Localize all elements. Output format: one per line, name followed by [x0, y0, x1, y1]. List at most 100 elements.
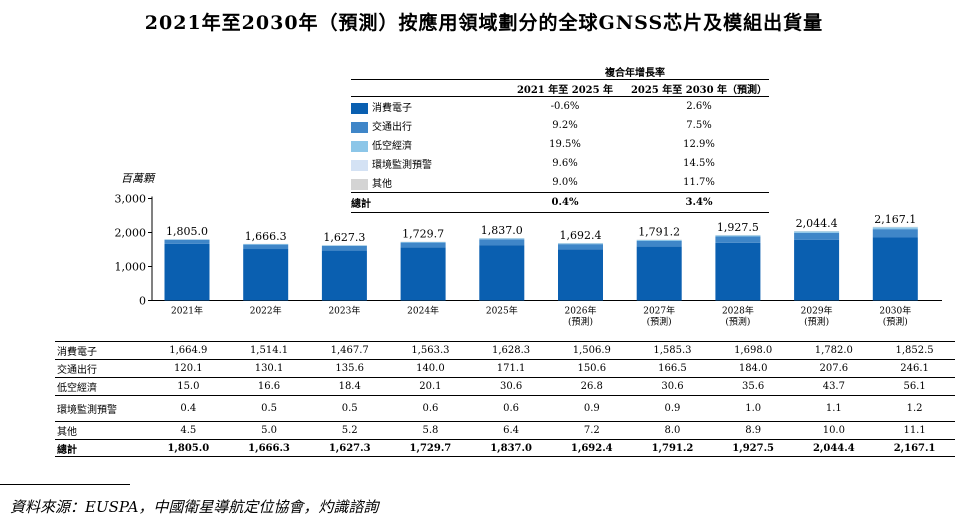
data-table: 消費電子 1,664.9 1,514.1 1,467.7 1,563.3 1,628.3 1… [55, 341, 955, 457]
x-tick-label: 2025年 [486, 305, 518, 317]
cagr-value: 7.5% [686, 120, 712, 131]
bar-segment [636, 239, 682, 241]
data-table-cell: 0.5 [309, 395, 391, 422]
cagr-row: 低空經濟 19.5% 12.9% [351, 135, 769, 154]
data-table-cell: 1,692.4 [551, 439, 633, 457]
bar-segment [479, 238, 525, 240]
data-table-cell: 1,664.9 [148, 341, 229, 360]
bar-total-label: 1,666.3 [245, 230, 287, 243]
data-table-cell: 120.1 [148, 359, 229, 378]
cagr-row-label: 環境監測預警 [372, 160, 432, 171]
data-table-cell: 26.8 [551, 377, 633, 396]
cagr-value: 9.0% [552, 177, 578, 188]
bar-segment [636, 240, 682, 247]
x-tick-sublabel: (預測) [804, 316, 829, 328]
bar-segment [243, 244, 289, 245]
cagr-value: 9.2% [552, 120, 578, 131]
data-table-cell: 1,506.9 [551, 341, 633, 360]
data-table-cell: 1,628.3 [470, 341, 552, 360]
bar-segment [558, 244, 603, 250]
legend-swatch [351, 179, 368, 190]
bar-total-label: 1,837.0 [481, 224, 523, 237]
data-table-cell: 184.0 [712, 359, 794, 378]
bar-total-label: 1,729.7 [402, 228, 444, 241]
y-tick-label: 3,000 [115, 193, 147, 206]
y-axis-unit: 百萬顆 [121, 172, 154, 185]
stacked-bar-chart: 3,000 2,000 1,000 0 1,805.0 2021年 1,666.3 2022年… [115, 193, 942, 328]
data-table-row: 低空經濟 15.0 16.6 18.4 20.1 30.6 26.8 30.6 35.6 43.7… [55, 377, 955, 396]
cagr-value: 12.9% [683, 139, 715, 150]
data-table-cell: 56.1 [874, 377, 955, 396]
cagr-row: 消費電子 -0.6% 2.6% [351, 97, 769, 117]
data-table-cell: 15.0 [148, 377, 229, 396]
x-tick-label: 2028年 [722, 305, 754, 317]
cagr-total-row: 總計 0.4% 3.4% [351, 192, 769, 213]
data-table-cell: 11.1 [874, 421, 955, 440]
data-table-row: 其他 4.5 5.0 5.2 5.8 6.4 7.2 8.0 8.9 10.0 11.1 [55, 421, 955, 440]
data-table-cell: 0.9 [632, 395, 713, 422]
bar-total-label: 1,927.5 [717, 221, 759, 234]
y-tick-label: 0 [139, 295, 146, 308]
data-table-cell: 1,698.0 [712, 341, 794, 360]
bar-segment [243, 249, 289, 301]
x-tick-label: 2027年 [643, 305, 675, 317]
data-table-cell: 2,167.1 [874, 439, 955, 457]
chart-title: 2021年至2030年（預測）按應用領域劃分的全球GNSS芯片及模組出貨量 [144, 12, 824, 34]
bar-segment [715, 242, 761, 301]
data-table-cell: 30.6 [470, 377, 552, 396]
cagr-value: 2.6% [686, 101, 712, 112]
data-table-cell: 166.5 [632, 359, 713, 378]
data-table-row: 環境監測預警 0.4 0.5 0.5 0.6 0.6 0.9 0.9 1.0 1.1 1.2 [55, 395, 955, 422]
data-table-cell: 130.1 [228, 359, 310, 378]
data-table-cell: 1.0 [712, 395, 794, 422]
bar-segment [321, 250, 367, 301]
bar-total-label: 1,805.0 [166, 225, 208, 238]
data-table-cell: 1,729.7 [390, 439, 471, 457]
data-table-cell: 1,837.0 [470, 439, 552, 457]
x-tick-label: 2030年 [879, 305, 911, 317]
data-table-row-label: 消費電子 [55, 341, 148, 360]
bar-segment [400, 247, 446, 301]
data-table-cell: 10.0 [793, 421, 875, 440]
data-table-cell: 5.2 [309, 421, 391, 440]
data-table-cell: 140.0 [390, 359, 471, 378]
data-table-cell: 0.5 [228, 395, 310, 422]
x-tick-sublabel: (預測) [568, 316, 593, 328]
data-table-row: 交通出行 120.1 130.1 135.6 140.0 171.1 150.6 166.5 1… [55, 359, 955, 378]
bar-segment [715, 236, 761, 243]
bar-segment [479, 245, 525, 301]
data-table-cell: 43.7 [793, 377, 875, 396]
data-table-cell: 6.4 [470, 421, 552, 440]
bar-segment [164, 239, 210, 240]
bar-segment [794, 239, 840, 301]
legend-swatch [351, 141, 368, 152]
x-tick-label: 2023年 [328, 305, 360, 317]
data-table-cell: 1,791.2 [632, 439, 713, 457]
cagr-value: 14.5% [683, 158, 715, 169]
data-table-cell: 1,852.5 [874, 341, 955, 360]
x-tick-sublabel: (預測) [647, 316, 672, 328]
data-table-cell: 8.9 [712, 421, 794, 440]
cagr-row-label: 其他 [372, 179, 392, 190]
data-table-cell: 0.6 [390, 395, 471, 422]
x-tick-label: 2026年 [565, 305, 597, 317]
footnote-rule [0, 484, 130, 485]
x-tick-sublabel: (預測) [883, 316, 908, 328]
data-table-row-label: 總計 [55, 439, 148, 457]
cagr-total-value: 3.4% [629, 192, 769, 213]
x-tick-label: 2029年 [801, 305, 833, 317]
cagr-table: 複合年增長率 2021 年至 2025 年 2025 年至 2030 年（預測）… [351, 64, 769, 213]
bar-total-label: 2,167.1 [874, 213, 916, 226]
bar-segment [558, 243, 603, 245]
data-table-cell: 1,627.3 [309, 439, 391, 457]
data-table-row-label: 其他 [55, 421, 148, 440]
cagr-total-value: 0.4% [501, 192, 629, 213]
x-tick-label: 2022年 [250, 305, 282, 317]
legend-swatch [351, 122, 368, 133]
cagr-value: 9.6% [552, 158, 578, 169]
legend-swatch [351, 103, 368, 114]
data-table-cell: 135.6 [309, 359, 391, 378]
bar-segment [321, 245, 367, 251]
bar-total-label: 1,692.4 [560, 229, 602, 242]
y-tick-label: 2,000 [115, 227, 147, 240]
